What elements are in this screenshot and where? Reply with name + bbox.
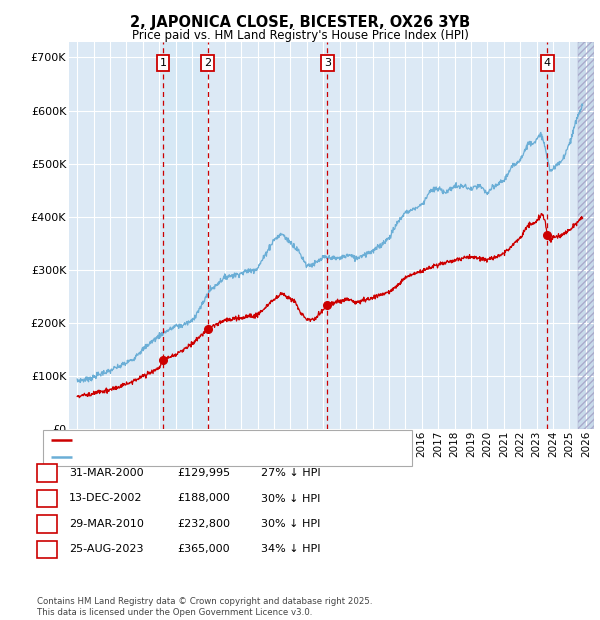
Text: 2: 2 bbox=[204, 58, 211, 68]
Text: 4: 4 bbox=[46, 544, 53, 554]
Text: Contains HM Land Registry data © Crown copyright and database right 2025.
This d: Contains HM Land Registry data © Crown c… bbox=[37, 598, 373, 617]
Text: 1: 1 bbox=[46, 468, 53, 478]
Text: 2, JAPONICA CLOSE, BICESTER, OX26 3YB: 2, JAPONICA CLOSE, BICESTER, OX26 3YB bbox=[130, 16, 470, 30]
Text: £188,000: £188,000 bbox=[177, 494, 230, 503]
Bar bbox=[578, 42, 594, 429]
Text: 29-MAR-2010: 29-MAR-2010 bbox=[69, 519, 144, 529]
Text: 1: 1 bbox=[160, 58, 167, 68]
Text: £129,995: £129,995 bbox=[177, 468, 230, 478]
Bar bbox=[163, 42, 208, 429]
Text: 3: 3 bbox=[324, 58, 331, 68]
Text: 2: 2 bbox=[46, 494, 53, 503]
Text: 4: 4 bbox=[544, 58, 551, 68]
Text: 25-AUG-2023: 25-AUG-2023 bbox=[69, 544, 143, 554]
Text: HPI: Average price, detached house, Cherwell: HPI: Average price, detached house, Cher… bbox=[74, 452, 313, 463]
Text: £365,000: £365,000 bbox=[177, 544, 230, 554]
Bar bbox=[578, 42, 594, 429]
Text: Price paid vs. HM Land Registry's House Price Index (HPI): Price paid vs. HM Land Registry's House … bbox=[131, 29, 469, 42]
Text: 13-DEC-2002: 13-DEC-2002 bbox=[69, 494, 143, 503]
Text: £232,800: £232,800 bbox=[177, 519, 230, 529]
Text: 3: 3 bbox=[46, 519, 53, 529]
Text: 2, JAPONICA CLOSE, BICESTER, OX26 3YB (detached house): 2, JAPONICA CLOSE, BICESTER, OX26 3YB (d… bbox=[74, 435, 385, 445]
Text: 31-MAR-2000: 31-MAR-2000 bbox=[69, 468, 143, 478]
Text: 27% ↓ HPI: 27% ↓ HPI bbox=[261, 468, 320, 478]
Text: 30% ↓ HPI: 30% ↓ HPI bbox=[261, 519, 320, 529]
Text: 30% ↓ HPI: 30% ↓ HPI bbox=[261, 494, 320, 503]
Text: 34% ↓ HPI: 34% ↓ HPI bbox=[261, 544, 320, 554]
